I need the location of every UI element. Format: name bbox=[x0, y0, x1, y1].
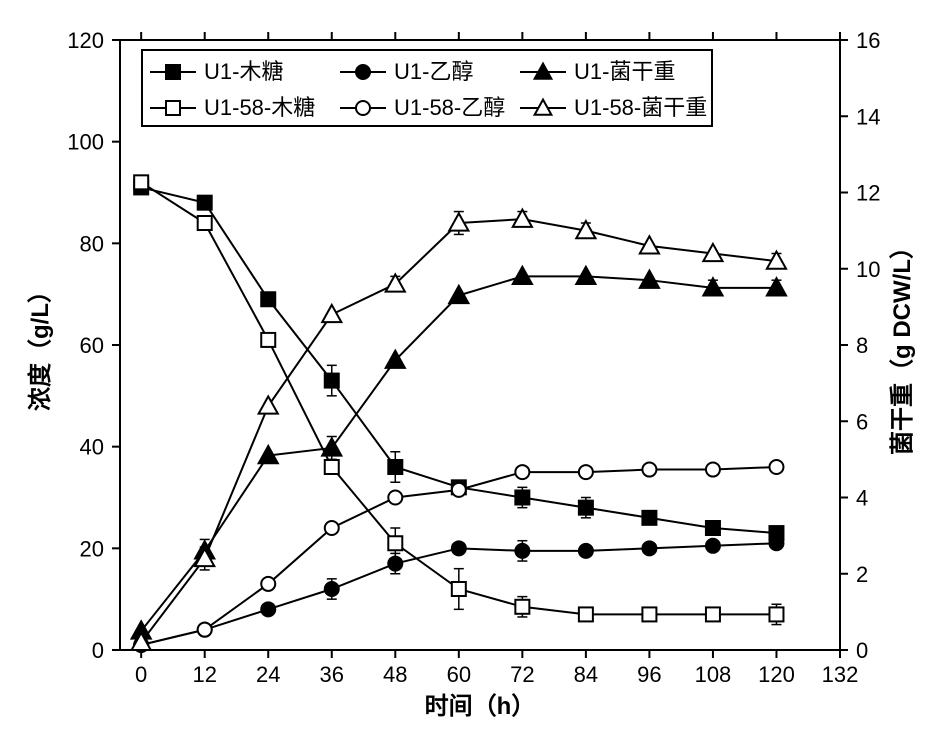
x-tick-label: 120 bbox=[758, 662, 795, 687]
yr-tick-label: 4 bbox=[856, 486, 868, 511]
yr-tick-label: 0 bbox=[856, 638, 868, 663]
yl-tick-label: 80 bbox=[80, 231, 104, 256]
x-tick-label: 24 bbox=[256, 662, 280, 687]
x-tick-label: 0 bbox=[135, 662, 147, 687]
yl-tick-label: 40 bbox=[80, 435, 104, 460]
x-tick-label: 84 bbox=[574, 662, 598, 687]
chart-svg: 0122436486072849610812013202040608010012… bbox=[0, 0, 937, 754]
yl-tick-label: 120 bbox=[67, 28, 104, 53]
legend-label: U1-木糖 bbox=[204, 59, 283, 84]
x-tick-label: 36 bbox=[320, 662, 344, 687]
legend-label: U1-58-木糖 bbox=[204, 95, 315, 120]
x-axis-label: 时间（h） bbox=[425, 693, 536, 720]
yr-tick-label: 2 bbox=[856, 562, 868, 587]
x-tick-label: 48 bbox=[383, 662, 407, 687]
x-tick-label: 12 bbox=[192, 662, 216, 687]
x-tick-label: 72 bbox=[510, 662, 534, 687]
yr-tick-label: 8 bbox=[856, 333, 868, 358]
legend-label: U1-菌干重 bbox=[574, 59, 675, 84]
yl-tick-label: 60 bbox=[80, 333, 104, 358]
yr-tick-label: 16 bbox=[856, 28, 880, 53]
x-tick-label: 96 bbox=[637, 662, 661, 687]
legend-label: U1-58-乙醇 bbox=[394, 95, 505, 120]
yr-tick-label: 12 bbox=[856, 181, 880, 206]
yr-tick-label: 10 bbox=[856, 257, 880, 282]
x-tick-label: 60 bbox=[447, 662, 471, 687]
x-tick-label: 108 bbox=[695, 662, 732, 687]
legend-label: U1-58-菌干重 bbox=[574, 95, 707, 120]
y-right-axis-label: 菌干重（g DCW/L） bbox=[889, 235, 916, 455]
y-left-axis-label: 浓度（g/L） bbox=[26, 279, 54, 411]
chart-container: 0122436486072849610812013202040608010012… bbox=[0, 0, 937, 754]
yr-tick-label: 6 bbox=[856, 409, 868, 434]
yl-tick-label: 100 bbox=[67, 130, 104, 155]
legend-label: U1-乙醇 bbox=[394, 59, 473, 84]
x-tick-label: 132 bbox=[822, 662, 859, 687]
yl-tick-label: 20 bbox=[80, 536, 104, 561]
yr-tick-label: 14 bbox=[856, 104, 880, 129]
yl-tick-label: 0 bbox=[92, 638, 104, 663]
